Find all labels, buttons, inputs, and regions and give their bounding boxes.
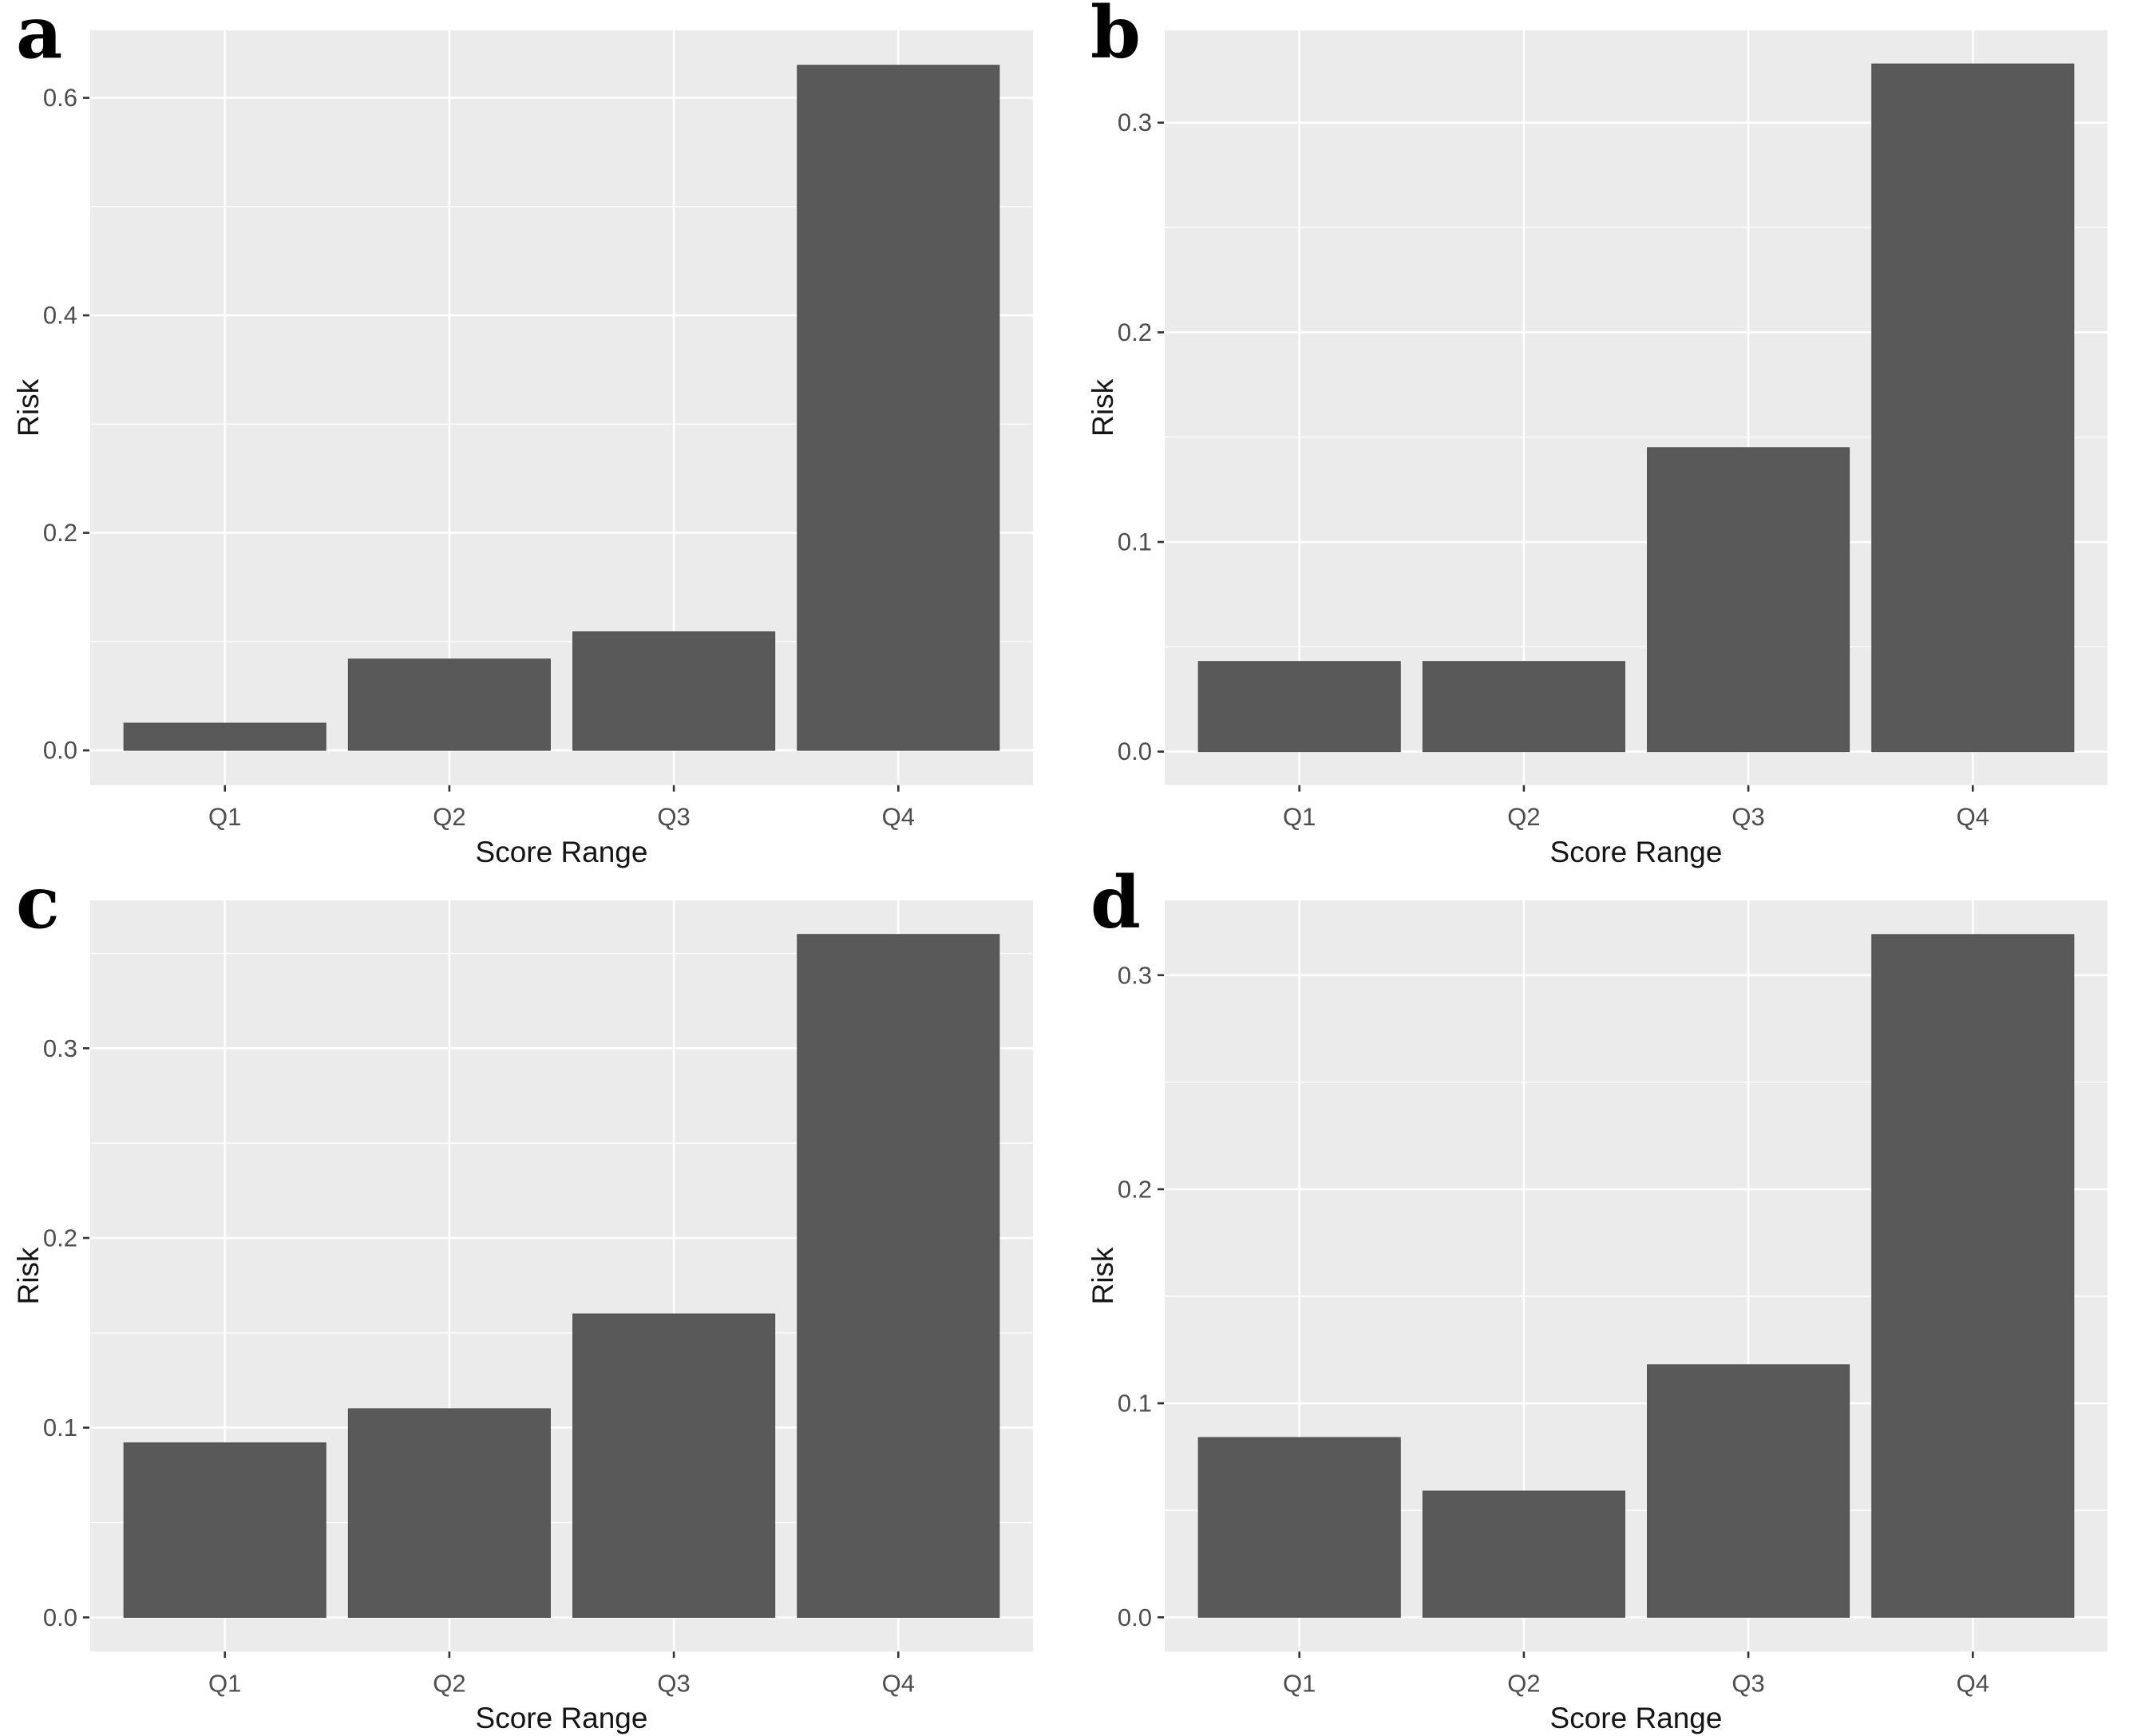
x-tick-label: Q4 [882, 803, 915, 831]
bar-Q3 [572, 631, 776, 751]
chart-svg-c: 0.0 0.1 0.2 0.3 Q1 Q2 Q3 Q4 Risk Score Range c [12, 870, 1033, 1734]
bar-Q2 [1422, 1490, 1625, 1618]
bar-Q3 [1647, 447, 1850, 753]
y-tick-label: 0.6 [43, 84, 77, 112]
x-axis-title: Score Range [1550, 1702, 1723, 1734]
bar-Q2 [1422, 661, 1625, 753]
x-tick-label: Q3 [657, 1669, 690, 1697]
chart-panel-b: 0.0 0.1 0.2 0.3 Q1 Q2 Q3 Q4 Risk Score Range b [1074, 0, 2149, 870]
bar-Q1 [123, 722, 327, 751]
x-axis-title: Score Range [476, 1702, 648, 1734]
chart-svg-d: 0.0 0.1 0.2 0.3 Q1 Q2 Q3 Q4 Risk Score Range d [1086, 870, 2107, 1734]
bar-Q1 [1197, 1437, 1401, 1618]
y-tick-label: 0.1 [1118, 528, 1152, 556]
y-tick-label: 0.3 [1118, 961, 1152, 989]
y-tick-label: 0.2 [1118, 1175, 1152, 1203]
bar-Q4 [797, 65, 1000, 751]
y-tick-label: 0.2 [43, 1224, 77, 1252]
x-tick-label: Q1 [208, 803, 241, 831]
x-axis-title: Score Range [476, 835, 648, 868]
y-tick-label: 0.3 [1118, 109, 1152, 136]
y-tick-label: 0.0 [1118, 738, 1152, 765]
y-tick-label: 0.2 [43, 519, 77, 547]
chart-panel-d: 0.0 0.1 0.2 0.3 Q1 Q2 Q3 Q4 Risk Score Range d [1074, 870, 2149, 1736]
x-tick-label: Q2 [1507, 1669, 1540, 1697]
y-tick-label: 0.2 [1118, 318, 1152, 346]
y-tick-label: 0.0 [43, 1604, 77, 1631]
x-axis-title: Score Range [1550, 835, 1723, 868]
bar-Q4 [1871, 63, 2075, 753]
x-tick-label: Q2 [433, 803, 465, 831]
bar-Q2 [347, 1408, 551, 1618]
panel-letter: d [1090, 870, 1141, 945]
bar-Q3 [572, 1313, 776, 1618]
bar-Q1 [123, 1442, 327, 1618]
x-tick-label: Q1 [208, 1669, 241, 1697]
y-tick-label: 0.3 [43, 1034, 77, 1062]
x-tick-label: Q4 [1957, 803, 1989, 831]
bar-Q3 [1647, 1364, 1850, 1618]
y-tick-label: 0.1 [1118, 1390, 1152, 1418]
x-tick-label: Q3 [1731, 803, 1764, 831]
y-tick-label: 0.0 [1118, 1604, 1152, 1631]
chart-panel-c: 0.0 0.1 0.2 0.3 Q1 Q2 Q3 Q4 Risk Score Range c [0, 870, 1074, 1736]
x-tick-label: Q3 [1731, 1669, 1764, 1697]
y-tick-label: 0.0 [43, 737, 77, 765]
x-tick-label: Q3 [657, 803, 690, 831]
y-axis-title: Risk [12, 1247, 45, 1304]
bar-Q4 [1871, 934, 2075, 1618]
x-tick-label: Q1 [1283, 1669, 1316, 1697]
panel-letter: b [1090, 0, 1141, 75]
y-axis-title: Risk [11, 378, 45, 437]
y-tick-label: 0.4 [43, 302, 77, 330]
chart-svg-b: 0.0 0.1 0.2 0.3 Q1 Q2 Q3 Q4 Risk Score Range b [1086, 0, 2107, 868]
x-tick-label: Q2 [1507, 803, 1540, 831]
panel-letter: c [16, 870, 60, 945]
y-tick-label: 0.1 [43, 1414, 77, 1441]
x-tick-label: Q1 [1283, 803, 1316, 831]
bar-Q4 [797, 934, 1000, 1618]
bar-Q2 [347, 658, 551, 751]
x-tick-label: Q2 [433, 1669, 465, 1697]
y-axis-title: Risk [1086, 1247, 1119, 1304]
y-axis-title: Risk [1086, 378, 1119, 437]
panel-letter: a [16, 0, 62, 75]
bar-Q1 [1197, 661, 1401, 753]
chart-svg-a: 0.0 0.2 0.4 0.6 Q1 Q2 Q3 Q4 Risk Score Range a [11, 0, 1033, 868]
chart-panel-a: 0.0 0.2 0.4 0.6 Q1 Q2 Q3 Q4 Risk Score Range a [0, 0, 1074, 870]
x-tick-label: Q4 [1957, 1669, 1989, 1697]
x-tick-label: Q4 [882, 1669, 915, 1697]
